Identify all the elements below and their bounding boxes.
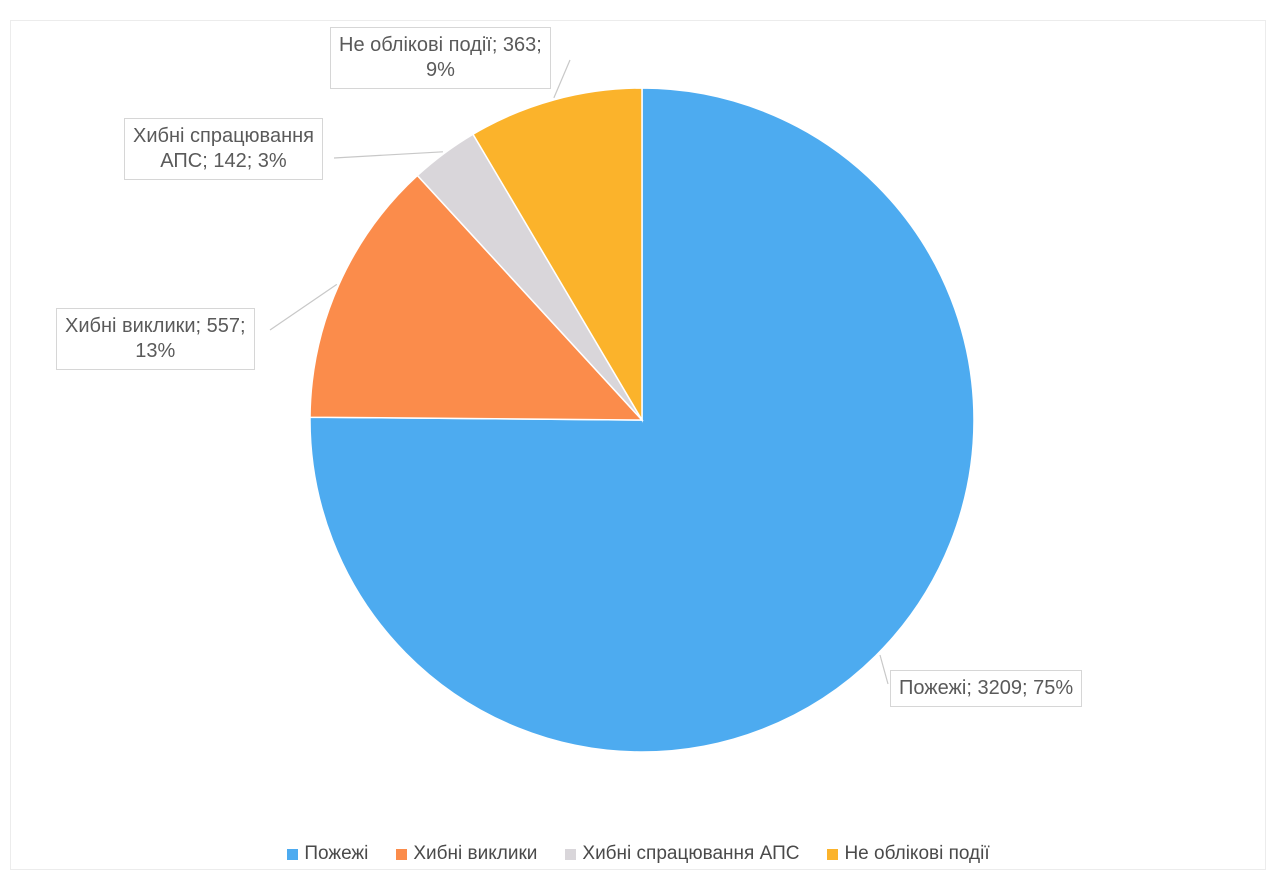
data-label-line: Хибні виклики; 557; — [65, 315, 246, 337]
data-label-line: 9% — [425, 59, 455, 81]
legend-item-pozhezhi: Пожежі — [287, 843, 368, 865]
data-label-khybni-vyklyky: Хибні виклики; 557; 13% — [56, 308, 255, 370]
data-label-line: Пожежі; 3209; 75% — [899, 677, 1074, 699]
legend-swatch — [827, 848, 839, 860]
legend-label: Хибні виклики — [413, 843, 538, 864]
legend-item-ne-oblikovi-podii: Не облікові події — [827, 843, 990, 865]
pie-slice-khybni-vyklyky — [309, 174, 644, 421]
data-label-ne-oblikovi-podii: Не облікові події; 363; 9% — [330, 27, 551, 89]
chart-legend: Пожежі Хибні виклики Хибні спрацювання А… — [0, 843, 1277, 865]
leader-line — [269, 283, 338, 331]
data-label-line: АПС; 142; 3% — [160, 150, 287, 172]
pie-slice-ne-oblikovi-podii — [471, 87, 643, 423]
legend-item-khybni-spratsiuvannia-aps: Хибні спрацювання АПС — [565, 843, 799, 865]
legend-swatch — [396, 848, 408, 860]
data-label-line: Не облікові події; 363; — [339, 34, 542, 56]
leader-line — [333, 151, 443, 159]
leader-lines — [269, 59, 889, 685]
legend-swatch — [565, 848, 577, 860]
legend-item-khybni-vyklyky: Хибні виклики — [396, 843, 537, 865]
pie-slices — [309, 87, 975, 753]
legend-swatch — [287, 848, 299, 860]
data-label-line: Хибні спрацювання — [133, 125, 314, 147]
pie-slice-pozhezhi — [309, 87, 975, 753]
leader-line — [553, 59, 571, 99]
data-label-line: 13% — [135, 340, 176, 362]
leader-line — [879, 654, 889, 685]
legend-label: Хибні спрацювання АПС — [582, 843, 800, 864]
data-label-pozhezhi: Пожежі; 3209; 75% — [890, 670, 1083, 707]
legend-label: Пожежі — [304, 843, 369, 864]
legend-label: Не облікові події — [844, 843, 990, 864]
data-label-khybni-spratsiuvannia-aps: Хибні спрацювання АПС; 142; 3% — [124, 118, 323, 180]
